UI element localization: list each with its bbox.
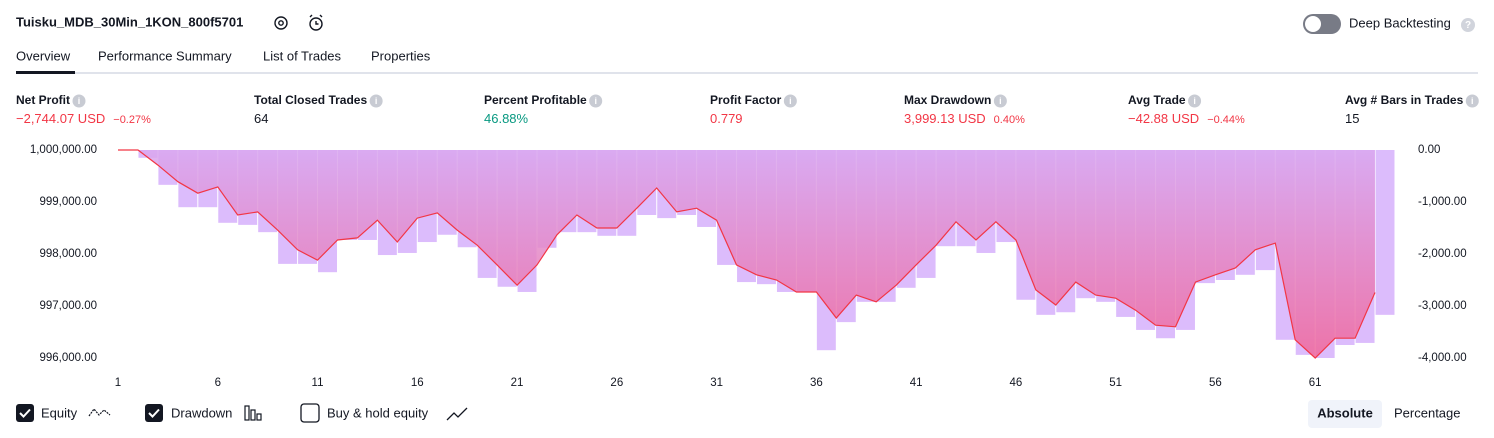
metric-label: Net Profit	[16, 93, 70, 107]
x-tick-label: 26	[610, 377, 623, 389]
buy-hold-icon	[446, 407, 468, 421]
tab[interactable]: Overview	[16, 48, 71, 63]
metric-main: −2,744.07 USD	[16, 111, 105, 126]
legend-equity[interactable]: Equity	[41, 405, 78, 420]
info-icon	[993, 94, 1007, 108]
info-icon	[369, 94, 383, 108]
info-glyph: i	[594, 96, 597, 106]
drawdown-bar	[1375, 150, 1395, 315]
metric-label: Percent Profitable	[484, 93, 587, 107]
y-tick-label: 1,000,000.00	[30, 144, 97, 156]
x-tick-label: 1	[115, 377, 121, 389]
x-tick-label: 56	[1209, 377, 1222, 389]
y2-tick-label: -4,000.00	[1418, 352, 1467, 364]
info-icon	[589, 94, 603, 108]
x-tick-label: 16	[411, 377, 424, 389]
info-icon	[783, 94, 797, 108]
metric-value: 0.779	[710, 111, 743, 126]
x-tick-label: 41	[910, 377, 923, 389]
x-tick-label: 46	[1009, 377, 1022, 389]
metric-label: Avg # Bars in Trades	[1345, 93, 1464, 107]
equity-area	[118, 150, 1375, 358]
metric-label: Total Closed Trades	[254, 93, 367, 107]
metric-main: 64	[254, 111, 268, 126]
metric-main: 15	[1345, 111, 1359, 126]
metric-value: 64	[254, 111, 268, 126]
metric-value: 15	[1345, 111, 1359, 126]
svg-text:?: ?	[1465, 20, 1471, 31]
metric-main: 0.779	[710, 111, 743, 126]
y2-tick-label: -3,000.00	[1418, 300, 1467, 312]
info-glyph: i	[1193, 96, 1196, 106]
info-glyph: i	[789, 96, 792, 106]
info-glyph: i	[375, 96, 378, 106]
equity-icon	[88, 408, 111, 417]
metric-percent: −0.27%	[113, 114, 151, 126]
y2-tick-label: 0.00	[1418, 144, 1440, 156]
metric-value: −2,744.07 USD −0.27%	[16, 111, 151, 126]
metric-main: 46.88%	[484, 111, 529, 126]
strategy-title: Tuisku_MDB_30Min_1KON_800f5701	[16, 14, 243, 29]
metric-percent: −0.44%	[1207, 114, 1245, 126]
info-glyph: i	[78, 96, 81, 106]
y-tick-label: 996,000.00	[39, 352, 97, 364]
absolute-button-bg[interactable]	[1308, 400, 1382, 428]
x-tick-label: 6	[215, 377, 221, 389]
deep-backtesting-toggle[interactable]	[1303, 14, 1341, 34]
x-tick-label: 31	[710, 377, 723, 389]
metric-value: 3,999.13 USD 0.40%	[904, 111, 1025, 126]
y-tick-label: 998,000.00	[39, 248, 97, 260]
y2-tick-label: -2,000.00	[1418, 248, 1467, 260]
buy-hold-checkbox[interactable]	[300, 403, 320, 423]
alert-icon[interactable]	[309, 14, 323, 31]
y2-tick-label: -1,000.00	[1418, 196, 1467, 208]
info-icon	[1465, 94, 1479, 108]
tab[interactable]: Properties	[371, 48, 431, 63]
y-tick-label: 997,000.00	[39, 300, 97, 312]
info-icon	[72, 94, 86, 108]
drawdown-icon	[244, 405, 262, 421]
x-tick-label: 36	[810, 377, 823, 389]
metric-value: −42.88 USD −0.44%	[1128, 111, 1245, 126]
legend-drawdown[interactable]: Drawdown	[171, 405, 232, 420]
x-tick-label: 21	[511, 377, 524, 389]
x-tick-label: 11	[312, 377, 324, 389]
absolute-button[interactable]: Absolute	[1317, 405, 1373, 420]
help-icon[interactable]: ?	[1461, 18, 1475, 32]
metric-label: Max Drawdown	[904, 93, 991, 107]
drawdown-checkbox[interactable]	[145, 404, 163, 422]
metric-label: Avg Trade	[1128, 93, 1186, 107]
legend-buy-hold[interactable]: Buy & hold equity	[327, 405, 429, 420]
info-glyph: i	[1471, 96, 1474, 106]
metric-main: 3,999.13 USD	[904, 111, 986, 126]
metric-main: −42.88 USD	[1128, 111, 1199, 126]
metric-value: 46.88%	[484, 111, 529, 126]
info-glyph: i	[999, 96, 1002, 106]
metric-label: Profit Factor	[710, 93, 782, 107]
tab[interactable]: List of Trades	[263, 48, 342, 63]
toggle-label: Deep Backtesting	[1349, 15, 1451, 30]
settings-icon[interactable]	[274, 16, 288, 30]
y-tick-label: 999,000.00	[39, 196, 97, 208]
metric-percent: 0.40%	[994, 114, 1025, 126]
info-icon	[1188, 94, 1202, 108]
equity-line	[118, 149, 1376, 359]
active-tab-underline	[16, 71, 75, 74]
x-tick-label: 61	[1309, 377, 1322, 389]
tab[interactable]: Performance Summary	[98, 48, 232, 63]
x-tick-label: 51	[1109, 377, 1122, 389]
equity-checkbox[interactable]	[16, 404, 34, 422]
percentage-button[interactable]: Percentage	[1394, 405, 1461, 420]
